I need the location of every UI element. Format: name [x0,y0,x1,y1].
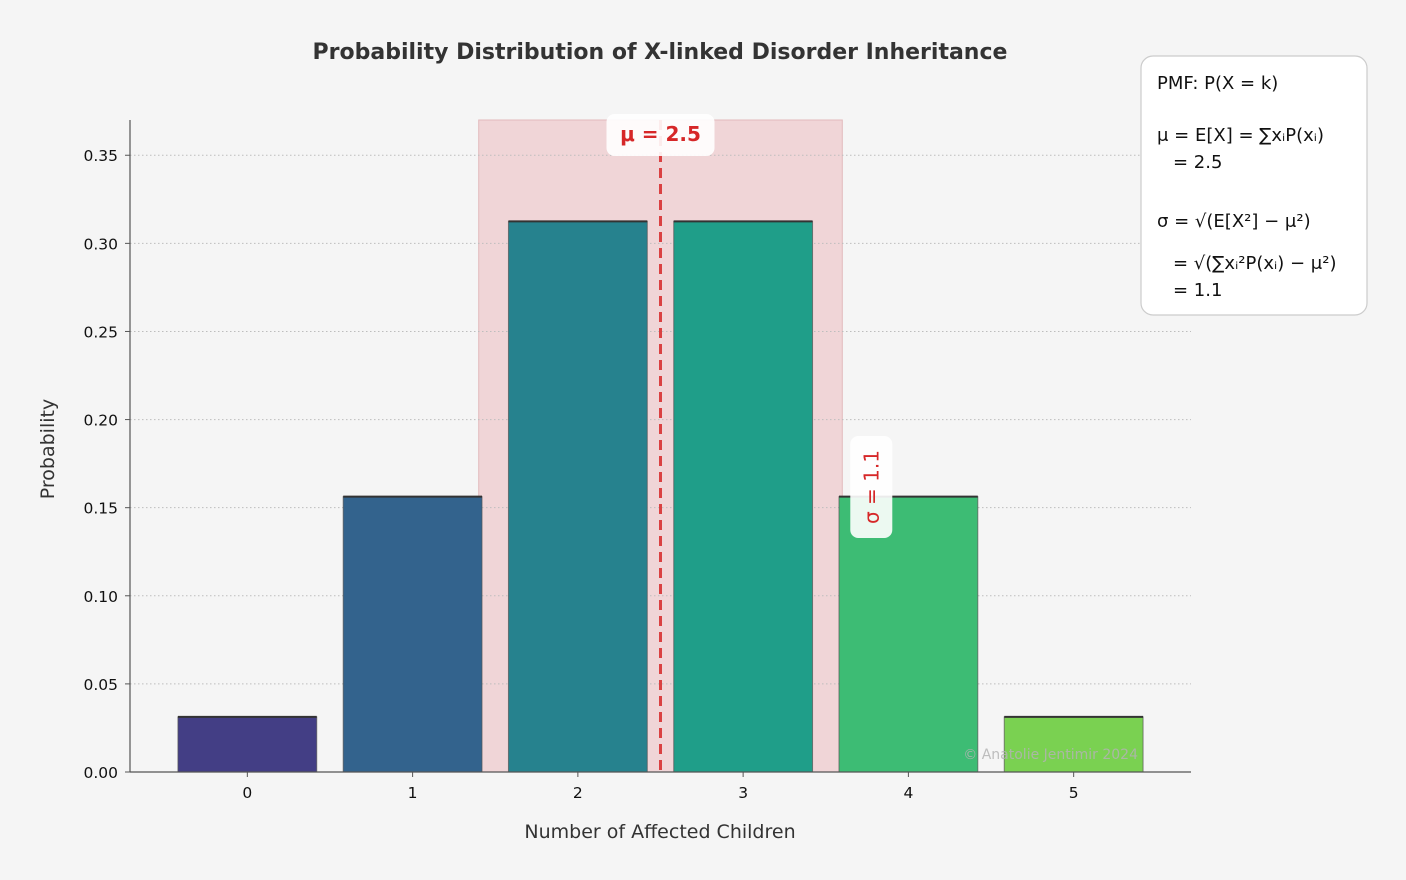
x-tick-label: 5 [1069,784,1079,802]
std-formula: σ = √(E[X²] − μ²) [1157,211,1311,232]
y-tick-label: 0.00 [83,764,118,782]
bar-1 [342,496,483,773]
bars [177,220,1144,773]
chart-title: Probability Distribution of X-linked Dis… [313,40,1008,65]
watermark: © Anatolie Jentimir 2024 [963,747,1138,763]
std-label-box [850,436,893,538]
gridlines [130,154,1191,685]
y-tick-label: 0.10 [83,588,118,606]
bar-0 [177,716,318,773]
std-annotation: σ = 1.1 [850,436,893,538]
x-tick-label: 0 [242,784,252,802]
formula-box-frame [1140,55,1368,316]
x-axis-title: Number of Affected Children [524,821,795,843]
mean-label-box [606,114,715,156]
y-tick-labels: 0.00 0.05 0.10 0.15 0.20 0.25 0.30 0.35 [83,147,130,782]
y-tick-label: 0.25 [83,323,118,341]
mean-value: = 2.5 [1173,152,1222,173]
std-value: = 1.1 [1173,280,1222,301]
std-label: σ = 1.1 [859,450,883,524]
y-axis-title: Probability [37,399,59,499]
y-tick-label: 0.15 [83,500,118,518]
bar-2 [507,220,648,773]
bar-5 [1003,716,1144,773]
x-tick-labels: 0 1 2 3 4 5 [242,772,1079,802]
y-tick-label: 0.20 [83,412,118,430]
y-tick-label: 0.05 [83,676,118,694]
mean-formula: μ = E[X] = ∑xᵢP(xᵢ) [1157,125,1324,146]
x-tick-label: 2 [573,784,583,802]
std-sum-formula: = √(∑xᵢ²P(xᵢ) − μ²) [1173,253,1337,274]
pmf-formula: PMF: P(X = k) [1157,73,1278,94]
y-tick-label: 0.30 [83,235,118,253]
x-tick-label: 4 [903,784,913,802]
y-tick-label: 0.35 [83,147,118,165]
formula-box: PMF: P(X = k) μ = E[X] = ∑xᵢP(xᵢ) = 2.5 … [1140,55,1368,316]
mean-label: μ = 2.5 [620,122,701,146]
x-tick-label: 3 [738,784,748,802]
x-tick-label: 1 [408,784,418,802]
bar-4 [838,496,979,773]
axes [129,120,1191,773]
bar-3 [673,220,814,773]
mean-annotation: μ = 2.5 [606,114,715,156]
